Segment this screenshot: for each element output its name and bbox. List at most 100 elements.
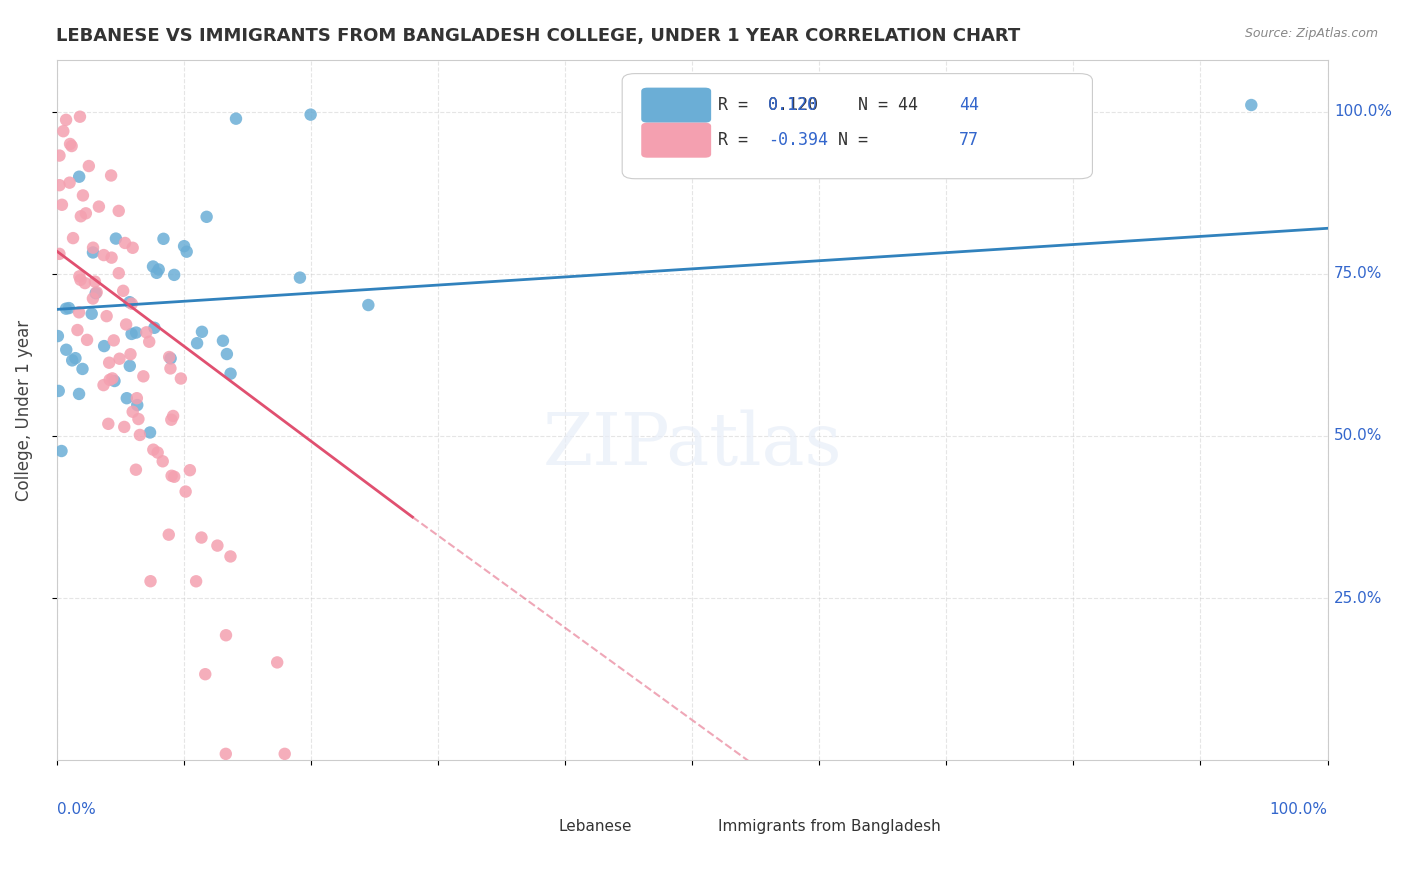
Point [48, 178, 70, 193]
Point [152, 454, 174, 468]
Point [69, 110, 91, 124]
Point [121, 296, 143, 310]
Point [207, 539, 229, 553]
Point [73, 276, 96, 290]
Point [219, 549, 242, 564]
Text: R =         N =: R = N = [717, 131, 907, 149]
Point [139, 574, 162, 589]
Point [179, 463, 201, 477]
Point [48, 384, 70, 398]
Point [157, 527, 180, 541]
Text: -0.394: -0.394 [768, 131, 828, 149]
Point [357, 298, 380, 312]
Point [215, 347, 238, 361]
Point [143, 320, 166, 334]
Point [55, 343, 77, 357]
FancyBboxPatch shape [641, 123, 711, 158]
Point [82, 241, 104, 255]
Point [118, 359, 141, 373]
Point [51, 444, 73, 458]
Point [98, 356, 121, 370]
Point [84, 275, 107, 289]
Point [121, 326, 143, 341]
Point [132, 369, 155, 384]
Text: 77: 77 [959, 131, 979, 149]
Point [87, 200, 110, 214]
Point [114, 235, 136, 250]
Point [67, 269, 90, 284]
Point [135, 326, 157, 340]
Point [103, 374, 125, 388]
Point [160, 413, 183, 427]
Point [121, 241, 143, 255]
Point [96, 309, 118, 323]
Point [48, 148, 70, 162]
Text: Source: ZipAtlas.com: Source: ZipAtlas.com [1244, 27, 1378, 40]
Point [62, 231, 84, 245]
Point [67, 169, 90, 184]
Point [142, 442, 165, 457]
Text: Immigrants from Bangladesh: Immigrants from Bangladesh [717, 819, 941, 834]
Point [194, 667, 217, 681]
Point [125, 391, 148, 405]
Point [148, 262, 170, 277]
Y-axis label: College, Under 1 year: College, Under 1 year [15, 319, 32, 500]
Point [84, 286, 107, 301]
Point [108, 351, 131, 366]
Point [215, 747, 238, 761]
Point [60, 353, 83, 368]
Point [186, 336, 208, 351]
Point [212, 334, 235, 348]
Point [118, 295, 141, 310]
Point [138, 334, 160, 349]
Point [93, 339, 115, 353]
Point [104, 231, 127, 245]
Text: LEBANESE VS IMMIGRANTS FROM BANGLADESH COLLEGE, UNDER 1 YEAR CORRELATION CHART: LEBANESE VS IMMIGRANTS FROM BANGLADESH C… [56, 27, 1021, 45]
Point [65, 351, 87, 366]
Point [160, 468, 183, 483]
Point [101, 371, 124, 385]
Point [93, 378, 115, 392]
Point [82, 292, 104, 306]
Point [69, 273, 91, 287]
Point [139, 425, 162, 440]
Point [195, 210, 218, 224]
Point [58, 176, 80, 190]
Point [125, 463, 148, 477]
Point [125, 326, 148, 340]
Point [93, 248, 115, 262]
Point [52, 124, 75, 138]
Point [173, 239, 195, 253]
Point [80, 307, 103, 321]
Point [127, 412, 149, 426]
Point [112, 420, 135, 434]
Point [146, 445, 169, 459]
Point [145, 266, 167, 280]
Text: 50.0%: 50.0% [1334, 428, 1382, 443]
Point [163, 268, 186, 282]
Point [190, 531, 212, 545]
Point [72, 362, 94, 376]
Text: 75.0%: 75.0% [1334, 266, 1382, 281]
Text: 0.120: 0.120 [768, 96, 818, 114]
Text: 44: 44 [959, 96, 979, 114]
Point [121, 405, 143, 419]
Point [59, 136, 82, 151]
Point [60, 139, 83, 153]
FancyBboxPatch shape [623, 74, 1092, 178]
Text: 0.0%: 0.0% [56, 803, 96, 817]
FancyBboxPatch shape [641, 87, 711, 123]
Point [58, 301, 80, 315]
Point [128, 428, 150, 442]
Text: 100.0%: 100.0% [1270, 803, 1327, 817]
Point [107, 266, 129, 280]
Point [215, 628, 238, 642]
Text: Lebanese: Lebanese [558, 819, 633, 834]
Point [266, 656, 288, 670]
Point [157, 350, 180, 364]
Point [162, 409, 184, 423]
Point [159, 351, 181, 366]
Point [66, 323, 89, 337]
Point [115, 391, 138, 405]
Point [176, 244, 198, 259]
